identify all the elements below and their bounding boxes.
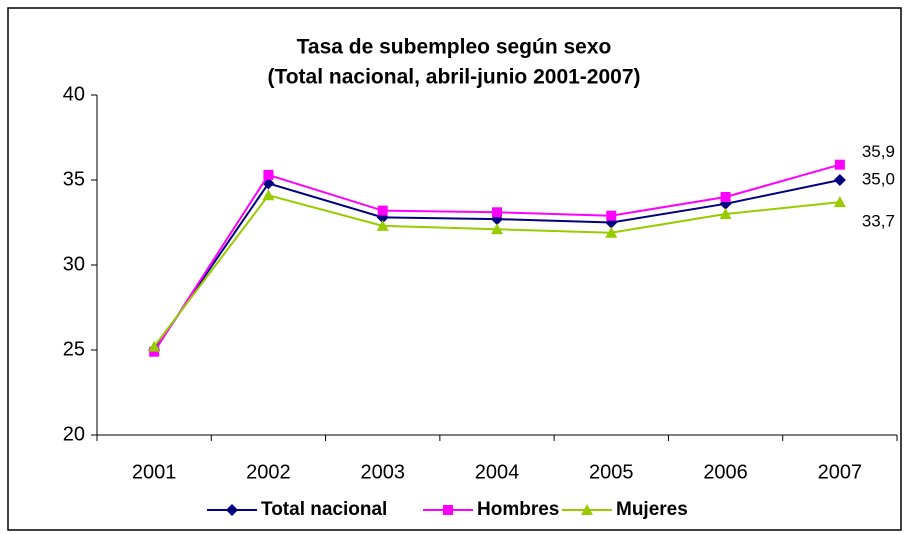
point: [833, 174, 846, 186]
x-tick-label: 2004: [475, 461, 520, 483]
point: [833, 196, 846, 208]
point: [148, 340, 161, 352]
point: [149, 346, 160, 357]
legend-marker: [443, 505, 453, 515]
y-tick-label: 35: [63, 168, 85, 190]
y-tick-label: 25: [63, 338, 85, 360]
chart-subtitle: (Total nacional, abril-junio 2001-2007): [267, 66, 640, 89]
x-tick-label: 2002: [246, 461, 291, 483]
point: [376, 219, 389, 231]
point: [491, 223, 503, 235]
legend-label: Total nacional: [261, 499, 387, 520]
chart-title: Tasa de subempleo según sexo: [297, 36, 612, 59]
y-tick-label: 40: [63, 83, 85, 105]
point: [720, 192, 731, 202]
point: [834, 159, 845, 170]
x-tick-label: 2007: [818, 461, 863, 483]
legend-label: Hombres: [477, 499, 559, 520]
y-tick-label: 30: [63, 253, 85, 275]
point: [263, 169, 274, 180]
y-tick-label: 20: [63, 423, 85, 445]
x-tick-label: 2005: [589, 461, 634, 483]
legend-marker: [226, 504, 238, 516]
legend-label: Mujeres: [616, 499, 688, 520]
x-tick-label: 2003: [360, 461, 405, 483]
x-tick-label: 2006: [703, 461, 748, 483]
point: [262, 189, 275, 201]
point: [719, 208, 732, 219]
point: [377, 205, 388, 216]
chart-frame: [7, 7, 902, 531]
point: [605, 226, 618, 238]
data-label: 35,0: [862, 169, 895, 188]
point: [492, 207, 502, 218]
x-tick-label: 2001: [132, 461, 177, 483]
point: [606, 210, 617, 221]
legend-marker: [581, 504, 593, 515]
data-label: 33,7: [862, 212, 895, 231]
data-label: 35,9: [862, 142, 895, 161]
